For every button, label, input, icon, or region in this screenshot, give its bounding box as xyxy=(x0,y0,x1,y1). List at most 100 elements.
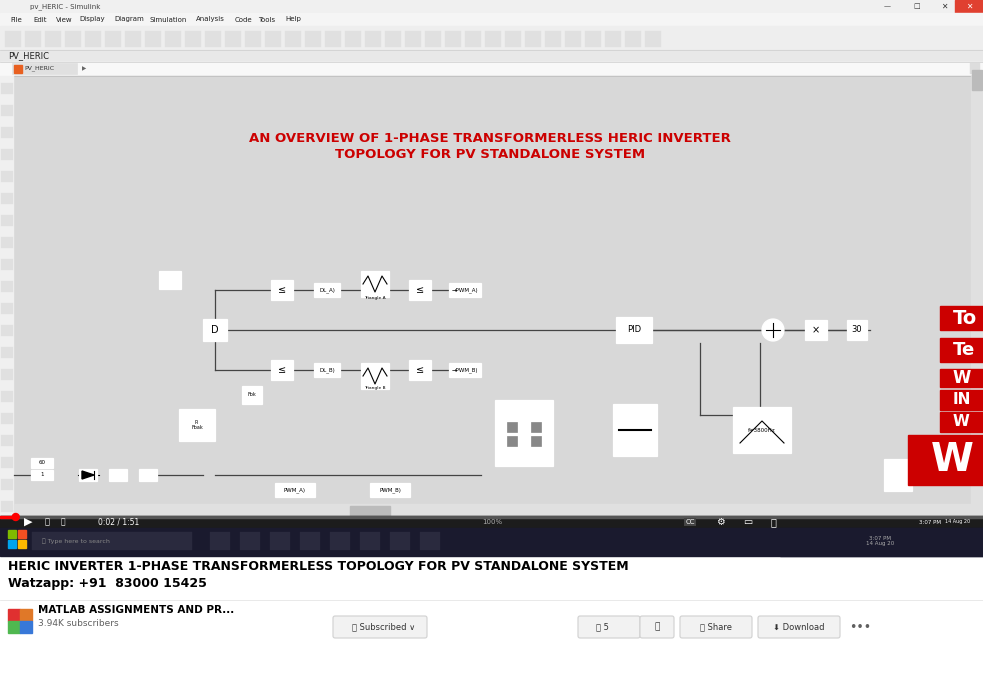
Text: Diagram: Diagram xyxy=(114,16,144,22)
Text: AN OVERVIEW OF 1-PHASE TRANSFORMERLESS HERIC INVERTER: AN OVERVIEW OF 1-PHASE TRANSFORMERLESS H… xyxy=(249,132,731,145)
Bar xyxy=(345,31,361,47)
Bar xyxy=(1,391,13,402)
Text: HERIC INVERTER 1-PHASE TRANSFORMERLESS TOPOLOGY FOR PV STANDALONE SYSTEM: HERIC INVERTER 1-PHASE TRANSFORMERLESS T… xyxy=(8,560,628,573)
Text: ≤: ≤ xyxy=(278,285,286,295)
Bar xyxy=(805,320,827,340)
Bar xyxy=(1,457,13,468)
Bar xyxy=(0,76,14,516)
Bar xyxy=(225,31,241,47)
Text: Triangle A: Triangle A xyxy=(364,296,385,300)
Bar xyxy=(8,530,16,538)
Bar xyxy=(733,407,791,453)
Bar xyxy=(32,532,192,550)
Bar xyxy=(1,149,13,160)
Bar xyxy=(1,171,13,182)
Text: →PWM_A): →PWM_A) xyxy=(451,287,479,293)
Bar xyxy=(361,363,389,389)
Bar xyxy=(305,31,321,47)
Bar xyxy=(940,338,983,362)
Bar xyxy=(31,470,53,480)
Bar xyxy=(1,83,13,94)
Bar xyxy=(940,369,983,387)
Text: ✕: ✕ xyxy=(966,2,972,11)
Text: ×: × xyxy=(812,325,820,335)
Bar xyxy=(79,469,97,481)
Bar xyxy=(14,504,971,516)
Bar xyxy=(1,479,13,490)
Text: DL_A): DL_A) xyxy=(319,287,335,293)
Bar xyxy=(1,347,13,358)
Bar xyxy=(210,532,230,550)
Bar xyxy=(0,50,983,62)
Bar xyxy=(449,283,481,297)
Text: PWM_B): PWM_B) xyxy=(379,487,401,493)
Text: To: To xyxy=(953,308,977,327)
Bar xyxy=(972,70,982,90)
Bar xyxy=(970,63,980,74)
Bar xyxy=(179,409,215,441)
Text: Fbk: Fbk xyxy=(248,393,257,397)
Text: 👎: 👎 xyxy=(655,623,660,631)
Bar xyxy=(1,303,13,314)
Bar xyxy=(847,320,867,340)
Text: 0:02 / 1:51: 0:02 / 1:51 xyxy=(98,518,140,527)
Bar xyxy=(271,360,293,380)
Bar xyxy=(109,469,127,481)
Bar xyxy=(0,516,983,528)
Bar xyxy=(613,404,657,456)
Text: 🔍 Type here to search: 🔍 Type here to search xyxy=(42,538,110,544)
Bar xyxy=(0,13,983,26)
Bar xyxy=(360,532,380,550)
Bar xyxy=(1,413,13,424)
Text: →PWM_B): →PWM_B) xyxy=(452,367,479,373)
Bar xyxy=(12,63,77,74)
Text: Triangle B: Triangle B xyxy=(364,386,385,390)
Text: 60: 60 xyxy=(38,460,45,466)
Bar xyxy=(105,31,121,47)
Text: Simulation: Simulation xyxy=(149,16,187,22)
Bar xyxy=(14,65,22,73)
Bar xyxy=(270,532,290,550)
Bar xyxy=(409,360,431,380)
Bar xyxy=(145,31,161,47)
Text: ≤: ≤ xyxy=(416,285,424,295)
Bar xyxy=(265,31,281,47)
Text: ⛶: ⛶ xyxy=(770,517,776,527)
Text: •••: ••• xyxy=(849,621,871,633)
Text: IN: IN xyxy=(953,393,971,408)
Text: —: — xyxy=(884,3,891,9)
Bar xyxy=(1,501,13,512)
Polygon shape xyxy=(885,463,910,487)
Text: 🔔 Subscribed ∨: 🔔 Subscribed ∨ xyxy=(352,623,415,631)
Text: Watzapp: +91  83000 15425: Watzapp: +91 83000 15425 xyxy=(8,577,206,591)
Text: Help: Help xyxy=(285,16,301,22)
Text: W: W xyxy=(953,414,970,429)
Text: View: View xyxy=(56,16,73,22)
Bar xyxy=(1,369,13,380)
Bar xyxy=(275,483,315,497)
Bar xyxy=(409,280,431,300)
Bar xyxy=(531,422,541,432)
Bar xyxy=(616,317,652,343)
Bar xyxy=(780,528,983,556)
Text: Te: Te xyxy=(953,341,975,359)
Bar xyxy=(1,237,13,248)
Text: ⚙: ⚙ xyxy=(716,517,724,527)
Bar xyxy=(0,62,983,76)
Text: Code: Code xyxy=(235,16,253,22)
Circle shape xyxy=(12,514,20,521)
Bar xyxy=(445,31,461,47)
Text: Display: Display xyxy=(79,16,104,22)
Text: Tools: Tools xyxy=(258,16,275,22)
Bar xyxy=(390,532,410,550)
Text: W: W xyxy=(953,369,975,387)
Bar xyxy=(955,0,983,13)
Text: 👍 5: 👍 5 xyxy=(596,623,608,631)
Bar xyxy=(185,31,201,47)
Text: PV_HERIC: PV_HERIC xyxy=(24,66,54,72)
Text: ⤴ Share: ⤴ Share xyxy=(700,623,732,631)
Text: DL_B): DL_B) xyxy=(319,367,335,373)
Text: f≈3800Hz: f≈3800Hz xyxy=(748,427,776,433)
Bar xyxy=(1,281,13,292)
Bar xyxy=(14,76,975,516)
